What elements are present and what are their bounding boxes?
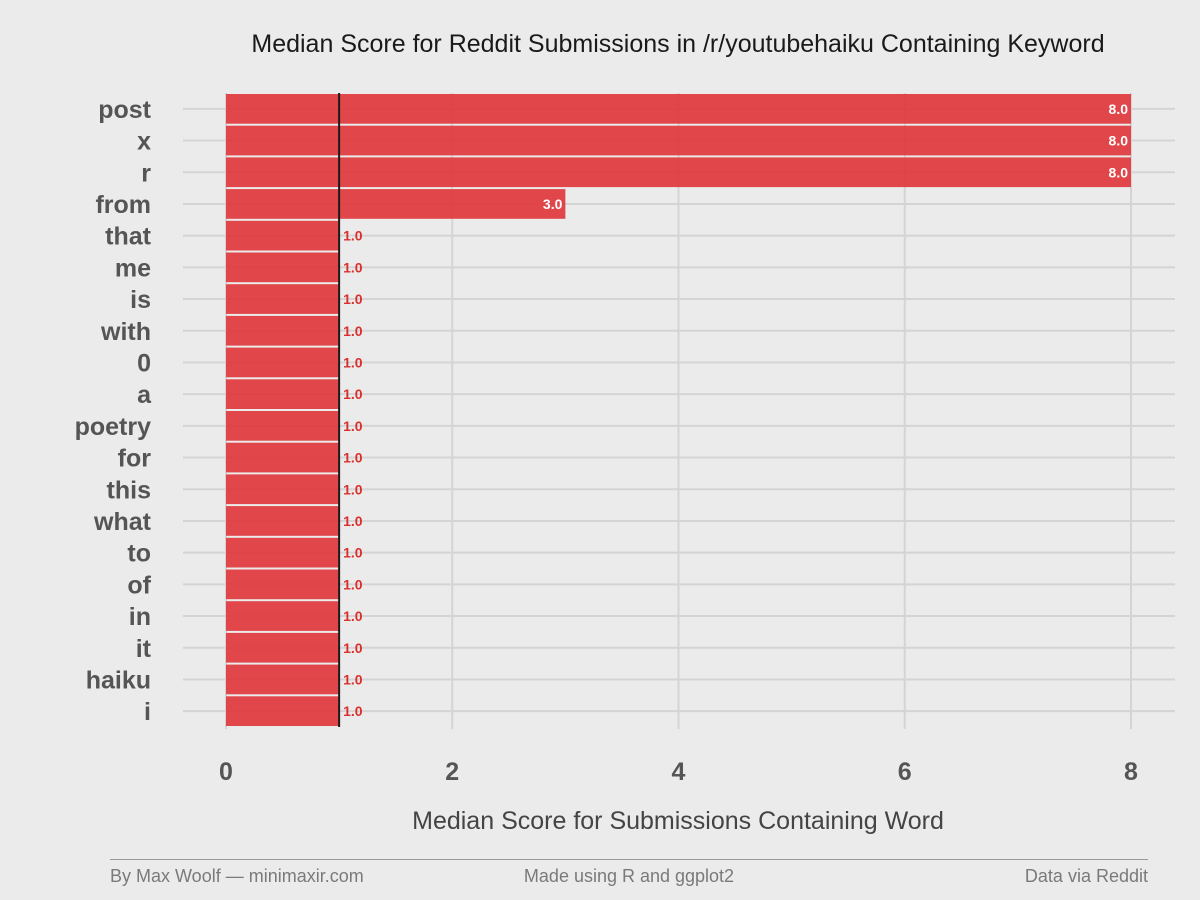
y-tick-label: a: [137, 381, 152, 409]
bar: [226, 601, 340, 631]
y-tick-label: with: [100, 318, 151, 346]
y-tick-label: from: [95, 191, 151, 219]
data-label: 3.0: [543, 196, 563, 212]
data-label: 1.0: [343, 703, 363, 719]
bar: [226, 696, 340, 726]
bar: [226, 220, 340, 251]
data-label: 1.0: [343, 418, 363, 434]
y-tick-label: r: [141, 159, 151, 187]
data-label: 1.0: [343, 671, 363, 687]
data-label: 1.0: [343, 545, 363, 561]
bar: [226, 379, 340, 409]
bar: [226, 284, 340, 314]
bar: [226, 442, 340, 473]
data-label: 8.0: [1109, 101, 1129, 117]
data-label: 1.0: [343, 291, 363, 307]
data-label: 8.0: [1109, 164, 1129, 180]
y-tick-label: for: [118, 445, 152, 473]
y-tick-label: it: [136, 635, 152, 663]
x-tick-label: 0: [219, 758, 233, 786]
bar: [226, 537, 340, 568]
data-label: 1.0: [343, 608, 363, 624]
bar: [226, 157, 1131, 188]
chart-title: Median Score for Reddit Submissions in /…: [251, 30, 1104, 58]
y-tick-label: in: [129, 603, 151, 631]
y-tick-label: 0: [137, 349, 151, 377]
x-tick-label: 4: [672, 758, 686, 786]
data-label-layer: 8.0 8.0 8.0 3.0 1.0 1.0 1.0 1.0 1.0 1.0 1.0 1.0 1.0 1…: [343, 101, 1128, 719]
footer-tool-credit: Made using R and ggplot2: [523, 866, 735, 886]
bar: [226, 632, 340, 663]
footer: By Max Woolf — minimaxir.com Made using …: [110, 859, 1148, 886]
data-label: 1.0: [343, 386, 363, 402]
x-tick-label: 8: [1124, 758, 1138, 786]
bar: [226, 347, 340, 378]
data-label: 8.0: [1109, 133, 1129, 149]
bar: [226, 506, 340, 536]
bar: [226, 125, 1131, 156]
x-tick-label-layer: 0 2 4 6 8: [219, 758, 1138, 786]
bar: [226, 664, 340, 695]
bar: [226, 474, 340, 505]
x-tick-label: 2: [445, 758, 459, 786]
bar: [226, 252, 340, 283]
bar: [226, 315, 340, 346]
bar: [226, 411, 340, 441]
x-tick-label: 6: [898, 758, 912, 786]
y-tick-label: me: [115, 254, 151, 282]
y-tick-label: to: [127, 540, 151, 568]
y-tick-label-layer: post xr from that me is with 0 a poetry for this wha…: [75, 96, 153, 726]
bar-layer: [226, 94, 1131, 726]
data-label: 1.0: [343, 576, 363, 592]
y-tick-label: what: [93, 508, 152, 536]
y-tick-label: poetry: [75, 413, 152, 441]
y-tick-label: of: [127, 571, 151, 599]
y-tick-label: i: [144, 698, 151, 726]
y-tick-label: post: [98, 96, 151, 124]
footer-author: By Max Woolf — minimaxir.com: [110, 866, 364, 886]
x-axis-title: Median Score for Submissions Containing …: [412, 807, 944, 835]
bar: [226, 94, 1131, 124]
data-label: 1.0: [343, 323, 363, 339]
bar-chart: Median Score for Reddit Submissions in /…: [75, 30, 1175, 835]
data-label: 1.0: [343, 228, 363, 244]
data-label: 1.0: [343, 513, 363, 529]
data-label: 1.0: [343, 354, 363, 370]
y-tick-label: is: [130, 286, 151, 314]
footer-data-source: Data via Reddit: [1024, 866, 1148, 886]
y-tick-label: that: [105, 223, 152, 251]
y-tick-label: x: [137, 128, 151, 156]
data-label: 1.0: [343, 640, 363, 656]
data-label: 1.0: [343, 259, 363, 275]
data-label: 1.0: [343, 450, 363, 466]
y-tick-label: this: [107, 476, 151, 504]
y-tick-label: haiku: [86, 666, 151, 694]
data-label: 1.0: [343, 481, 363, 497]
bar: [226, 189, 566, 219]
bar: [226, 569, 340, 600]
